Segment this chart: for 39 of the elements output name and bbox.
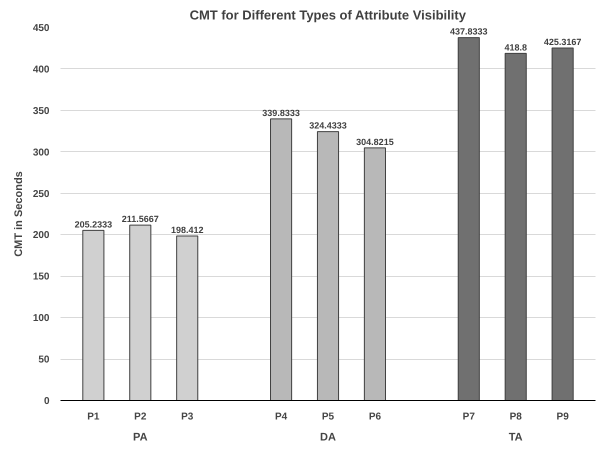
x-tick-label: P2 — [134, 412, 147, 422]
data-label: 418.8 — [504, 42, 527, 52]
y-tick-label: 450 — [32, 23, 50, 34]
bar — [316, 131, 340, 400]
data-label: 211.5667 — [122, 214, 159, 224]
bar — [458, 37, 480, 400]
bar — [504, 52, 527, 400]
text: DA — [320, 432, 336, 444]
data-label: 437.8333 — [450, 26, 488, 37]
y-tick-label: 50 — [38, 354, 50, 366]
y-tick-label: 150 — [32, 272, 50, 283]
text: TA — [508, 432, 523, 444]
data-label: 205.2333 — [74, 219, 112, 230]
x-tick-label: P7 — [462, 412, 476, 422]
x-tick-label: P8 — [510, 412, 522, 422]
data-label: 198.412 — [170, 225, 204, 236]
data-label: 304.8215 — [356, 136, 394, 147]
data-label: 425.3167 — [544, 36, 582, 47]
chart-title: CMT for Different Types of Attribute Visibility — [190, 8, 467, 22]
y-tick-label: 300 — [32, 147, 50, 158]
y-tick-label: 100 — [32, 313, 50, 324]
data-label: 339.8333 — [262, 108, 300, 118]
x-tick-label: P5 — [322, 412, 335, 422]
y-tick-label: 0 — [44, 396, 50, 407]
y-tick-label: 400 — [32, 64, 50, 76]
y-axis-title: CMT in Seconds — [12, 171, 25, 257]
x-tick-label: P3 — [181, 412, 194, 422]
bar — [270, 118, 292, 400]
x-tick-label: P9 — [556, 412, 570, 422]
x-tick-label: P6 — [368, 412, 382, 422]
x-tick-label: P1 — [87, 412, 100, 422]
y-tick-label: 350 — [32, 106, 50, 117]
text: PA — [133, 432, 148, 444]
x-tick-label: P4 — [274, 412, 288, 422]
y-tick-label: 200 — [32, 230, 50, 242]
bar — [552, 47, 574, 400]
bar — [364, 147, 386, 400]
data-label: 324.4333 — [309, 120, 347, 131]
y-tick-label: 250 — [32, 188, 50, 200]
